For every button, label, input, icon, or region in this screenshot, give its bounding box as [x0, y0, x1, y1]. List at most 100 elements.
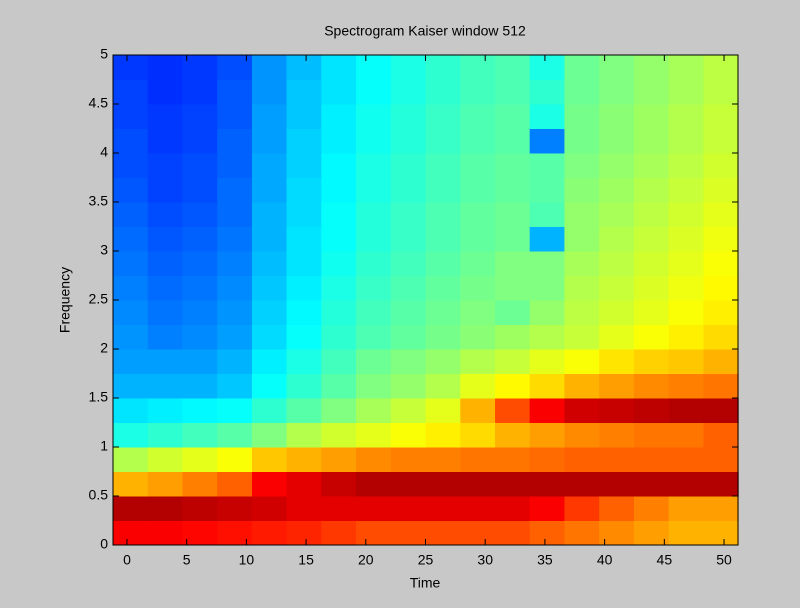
heatmap-cell — [112, 324, 149, 350]
heatmap-cell — [633, 447, 670, 472]
heatmap-cell — [460, 324, 496, 350]
heatmap-cell — [703, 128, 739, 154]
heatmap-cell — [286, 226, 322, 252]
heatmap-cell — [182, 104, 218, 129]
heatmap-cell — [703, 300, 739, 325]
heatmap-cell — [425, 226, 461, 252]
heatmap-cell — [217, 422, 253, 448]
heatmap-cell — [147, 300, 183, 325]
heatmap-cell — [390, 520, 427, 546]
heatmap-cell — [495, 251, 531, 276]
heatmap-cell — [286, 79, 322, 105]
heatmap-cell — [495, 79, 531, 105]
heatmap-cell — [460, 55, 496, 80]
heatmap-cell — [599, 471, 635, 497]
heatmap-cell — [633, 373, 670, 399]
heatmap-cell — [112, 373, 149, 399]
heatmap-cell — [390, 422, 427, 448]
heatmap-cell — [703, 324, 739, 350]
heatmap-cell — [182, 471, 218, 497]
heatmap-cell — [425, 153, 461, 178]
heatmap-cell — [668, 128, 704, 154]
heatmap-cell — [633, 300, 670, 325]
heatmap-cell — [425, 177, 461, 203]
heatmap-cell — [182, 373, 218, 399]
heatmap-cell — [390, 300, 427, 325]
heatmap-cell — [356, 251, 392, 276]
x-tick-label: 40 — [597, 552, 613, 568]
heatmap-cell — [703, 447, 739, 472]
heatmap-cell — [251, 202, 288, 227]
heatmap-cell — [460, 275, 496, 301]
heatmap-cell — [356, 275, 392, 301]
heatmap-cell — [668, 496, 704, 521]
heatmap-cell — [460, 349, 496, 374]
heatmap-cell — [321, 349, 357, 374]
heatmap-cell — [425, 128, 461, 154]
heatmap-cell — [251, 496, 288, 521]
heatmap-cell — [286, 422, 322, 448]
heatmap-cell — [495, 496, 531, 521]
heatmap-cell — [147, 55, 183, 80]
heatmap-cell — [529, 324, 565, 350]
y-tick-label: 3 — [100, 242, 108, 258]
heatmap-cell — [286, 300, 322, 325]
heatmap-cell — [286, 202, 322, 227]
heatmap-cell — [390, 349, 427, 374]
heatmap — [112, 55, 739, 546]
heatmap-cell — [390, 226, 427, 252]
heatmap-cell — [217, 177, 253, 203]
heatmap-cell — [321, 447, 357, 472]
heatmap-cell — [529, 300, 565, 325]
heatmap-cell — [356, 349, 392, 374]
heatmap-cell — [633, 153, 670, 178]
heatmap-cell — [251, 398, 288, 423]
heatmap-cell — [182, 275, 218, 301]
heatmap-cell — [529, 275, 565, 301]
heatmap-cell — [356, 55, 392, 80]
x-tick-label: 50 — [716, 552, 732, 568]
heatmap-cell — [425, 447, 461, 472]
heatmap-cell — [390, 251, 427, 276]
heatmap-cell — [251, 177, 288, 203]
heatmap-cell — [112, 177, 149, 203]
heatmap-cell — [112, 349, 149, 374]
heatmap-cell — [147, 226, 183, 252]
heatmap-cell — [217, 202, 253, 227]
heatmap-cell — [286, 55, 322, 80]
heatmap-cell — [286, 324, 322, 350]
heatmap-cell — [564, 202, 600, 227]
x-tick-label: 0 — [123, 552, 131, 568]
heatmap-cell — [495, 55, 531, 80]
heatmap-cell — [182, 520, 218, 546]
heatmap-cell — [251, 251, 288, 276]
heatmap-cell — [182, 55, 218, 80]
heatmap-cell — [425, 422, 461, 448]
y-tick-label: 5 — [100, 46, 108, 62]
heatmap-cell — [217, 324, 253, 350]
heatmap-cell — [703, 251, 739, 276]
x-tick-label: 35 — [537, 552, 553, 568]
heatmap-cell — [495, 177, 531, 203]
heatmap-cell — [147, 471, 183, 497]
heatmap-cell — [321, 471, 357, 497]
heatmap-cell — [112, 520, 149, 546]
heatmap-cell — [564, 324, 600, 350]
heatmap-cell — [286, 398, 322, 423]
heatmap-cell — [425, 275, 461, 301]
heatmap-cell — [564, 373, 600, 399]
heatmap-cell — [599, 202, 635, 227]
heatmap-cell — [182, 300, 218, 325]
heatmap-cell — [147, 177, 183, 203]
heatmap-cell — [147, 496, 183, 521]
x-axis-label: Time — [410, 575, 441, 591]
heatmap-cell — [564, 177, 600, 203]
heatmap-cell — [495, 104, 531, 129]
heatmap-cell — [495, 447, 531, 472]
heatmap-cell — [321, 202, 357, 227]
heatmap-cell — [495, 202, 531, 227]
heatmap-cell — [182, 202, 218, 227]
heatmap-cell — [251, 324, 288, 350]
heatmap-cell — [633, 422, 670, 448]
heatmap-cell — [217, 79, 253, 105]
